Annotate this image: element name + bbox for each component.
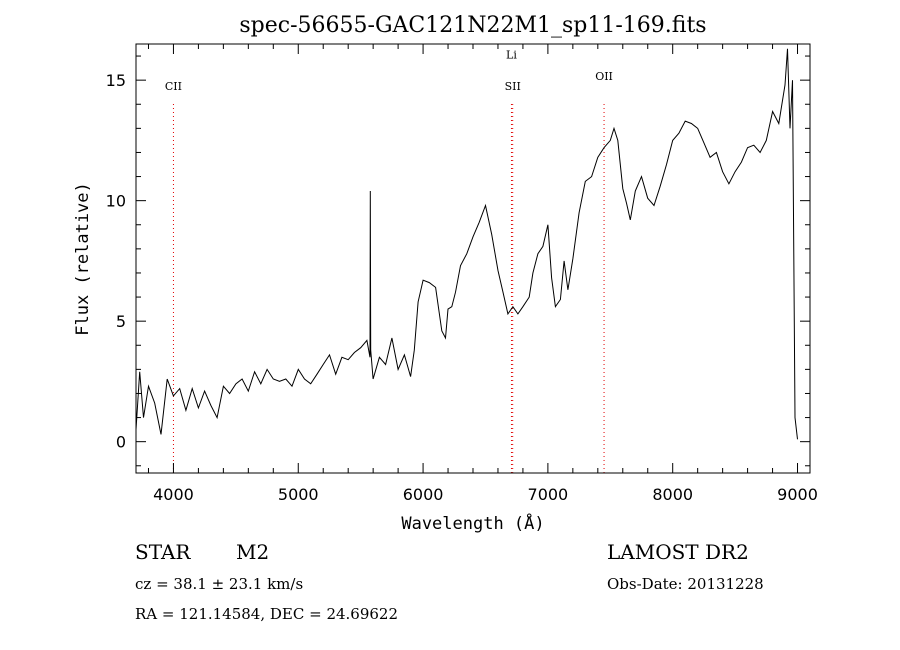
spectrum-line xyxy=(135,48,798,440)
line-label: SII xyxy=(505,80,521,93)
line-markers xyxy=(172,104,605,473)
y-axis-label: Flux (relative) xyxy=(73,182,93,336)
y-tick-label: 5 xyxy=(116,312,126,331)
y-tick-label: 15 xyxy=(106,71,126,90)
x-tick-label: 7000 xyxy=(528,485,569,504)
survey-name: LAMOST DR2 xyxy=(607,540,749,564)
coordinates: RA = 121.14584, DEC = 24.69622 xyxy=(135,605,399,623)
y-tick-label: 0 xyxy=(116,433,126,452)
y-tick-label: 10 xyxy=(106,192,126,211)
x-tick-label: 8000 xyxy=(652,485,693,504)
x-tick-label: 9000 xyxy=(777,485,818,504)
line-label: CII xyxy=(165,80,182,93)
y-axis: 0 5 10 15 xyxy=(106,55,810,467)
x-axis: 4000 5000 6000 7000 8000 9000 xyxy=(147,44,818,504)
line-label: OII xyxy=(595,70,613,83)
redshift-cz: cz = 38.1 ± 23.1 km/s xyxy=(135,575,304,593)
x-tick-label: 5000 xyxy=(278,485,319,504)
x-tick-label: 6000 xyxy=(403,485,444,504)
plot-frame xyxy=(135,43,811,474)
line-labels: CII Li SII OII xyxy=(165,48,613,92)
line-label: Li xyxy=(506,48,517,61)
x-tick-label: 4000 xyxy=(153,485,194,504)
object-subclass: M2 xyxy=(236,540,270,564)
object-class: STAR xyxy=(135,540,191,564)
x-axis-label: Wavelength (Å) xyxy=(401,512,544,534)
chart-title: spec-56655-GAC121N22M1_sp11-169.fits xyxy=(239,13,706,38)
observation-date: Obs-Date: 20131228 xyxy=(607,575,764,593)
